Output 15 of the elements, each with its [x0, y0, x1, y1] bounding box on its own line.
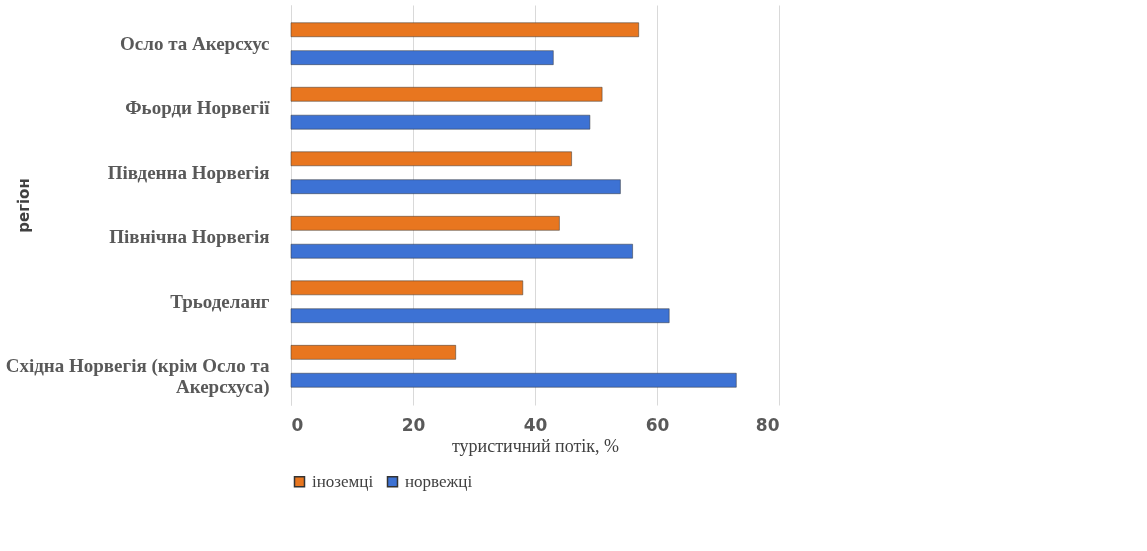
y-tick-label: Північна Норвегія — [109, 226, 270, 248]
legend-label: іноземці — [312, 471, 374, 491]
y-tick-label: Осло та Акерсхус — [120, 32, 270, 54]
y-axis-title: регіон — [14, 178, 33, 233]
legend-label: норвежці — [405, 471, 473, 491]
x-tick-label: 40 — [523, 414, 548, 435]
y-tick-label: Східна Норвегія (крім Осло та Акерсхуса) — [5, 355, 270, 399]
y-tick-label: Фьорди Норвегії — [125, 97, 271, 119]
x-axis-title: туристичний потік, % — [451, 435, 620, 456]
y-tick-label: Південна Норвегія — [107, 161, 270, 183]
x-tick-label: 80 — [755, 414, 780, 435]
x-tick-label: 20 — [401, 414, 426, 435]
x-tick-label: 60 — [645, 414, 670, 435]
y-tick-label: Трьоделанг — [170, 290, 270, 312]
x-tick-label: 0 — [291, 414, 304, 435]
